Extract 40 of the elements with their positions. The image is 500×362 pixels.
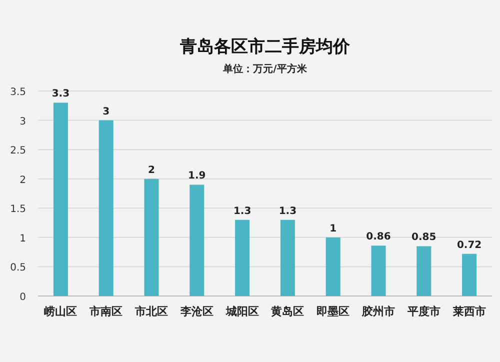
data-label: 1.3 [278, 206, 297, 217]
bar [53, 102, 68, 296]
bar [190, 184, 204, 296]
bar [462, 254, 477, 296]
x-tick-label: 黄岛区 [270, 305, 304, 318]
data-label: 3.3 [52, 88, 70, 100]
x-tick-label: 即墨区 [316, 305, 350, 318]
y-tick-label: 1 [20, 233, 26, 244]
x-tick-label: 胶州市 [361, 305, 395, 318]
bar [371, 246, 386, 296]
y-tick-label: 3.5 [10, 87, 26, 98]
y-tick-label: 2 [20, 174, 26, 186]
y-tick-label: 0 [20, 292, 26, 303]
x-tick-label: 莱西市 [452, 305, 486, 318]
data-label: 0.85 [412, 232, 436, 244]
x-tick-label: 李沧区 [179, 305, 214, 318]
y-tick-label: 2.5 [10, 146, 26, 157]
data-label: 0.72 [456, 240, 482, 251]
y-tick-label: 1.5 [10, 204, 26, 216]
data-label: 2 [148, 164, 156, 176]
x-tick-label: 平度市 [406, 305, 440, 318]
y-tick-label: 3 [20, 116, 26, 128]
data-label: 1 [330, 223, 337, 234]
bar [416, 246, 432, 296]
chart-subtitle: 单位：万元/平方米 [222, 63, 308, 75]
data-label: 1.9 [188, 170, 206, 182]
x-tick-label: 市南区 [88, 305, 123, 318]
x-tick-label: 崂山区 [44, 305, 78, 318]
data-label: 0.86 [366, 232, 391, 243]
bar [326, 237, 340, 296]
bar [280, 220, 295, 296]
bar [144, 178, 159, 296]
x-tick-label: 市北区 [134, 305, 168, 318]
data-label: 3 [102, 106, 110, 118]
data-label: 1.3 [233, 206, 252, 217]
bar [98, 120, 114, 296]
y-tick-label: 0.5 [10, 262, 26, 274]
x-tick-label: 城阳区 [224, 305, 259, 318]
bar [235, 220, 250, 296]
chart-title: 青岛各区市二手房均价 [179, 37, 351, 57]
